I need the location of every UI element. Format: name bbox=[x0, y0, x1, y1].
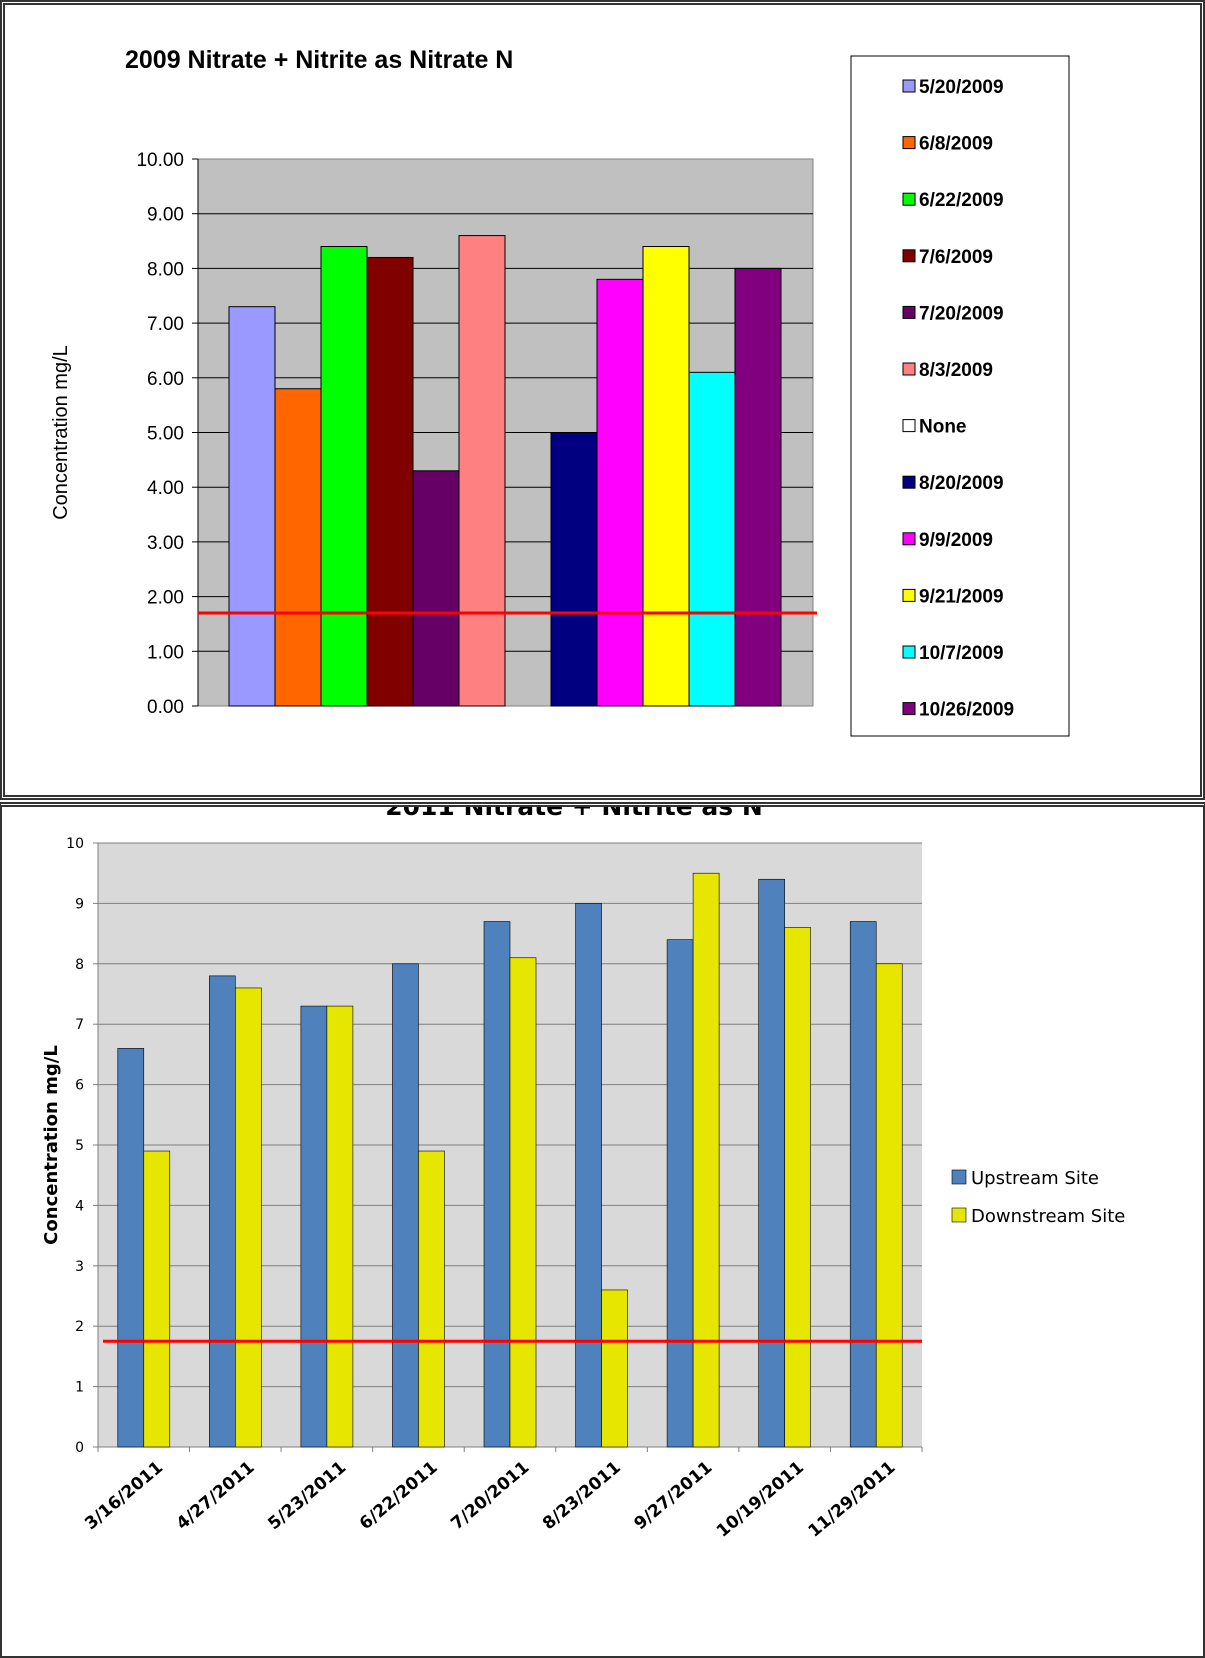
bar-downstream-site-10-19-2011 bbox=[784, 927, 811, 1448]
legend-swatch-9-9-2009 bbox=[902, 532, 916, 546]
x-tick-label: 7/20/2011 bbox=[447, 1458, 533, 1535]
bar-downstream-site-11-29-2011 bbox=[875, 963, 903, 1448]
bar-upstream-site-9-27-2011 bbox=[666, 939, 694, 1448]
legend-swatch-7-6-2009 bbox=[902, 249, 916, 263]
y-tick-label: 0.00 bbox=[147, 697, 184, 718]
y-tick-label: 10.00 bbox=[136, 150, 184, 171]
bar-7-20-2009 bbox=[412, 470, 460, 707]
x-tick-label: 4/27/2011 bbox=[173, 1458, 259, 1535]
bar-downstream-site-3-16-2011 bbox=[143, 1150, 171, 1448]
legend: 5/20/2009 6/8/2009 6/22/2009 7/6/2009 7/20/2… bbox=[850, 55, 1070, 737]
chart-title: 2011 Nitrate + Nitrite as N bbox=[385, 807, 763, 821]
x-tick-label: 6/22/2011 bbox=[356, 1458, 442, 1535]
y-tick-label: 9.00 bbox=[147, 205, 184, 226]
y-tick-label: 4 bbox=[75, 1198, 84, 1214]
y-tick-label: 8 bbox=[75, 957, 84, 973]
bar-5-20-2009 bbox=[228, 306, 276, 707]
legend-swatch-7-20-2009 bbox=[902, 305, 916, 319]
legend-swatch-5-20-2009 bbox=[902, 79, 916, 93]
y-tick-label: 2.00 bbox=[147, 588, 184, 609]
y-tick-label: 6 bbox=[75, 1078, 84, 1094]
bar-upstream-site-7-20-2011 bbox=[483, 921, 511, 1448]
bar-6-22-2009 bbox=[320, 246, 368, 707]
bar-downstream-site-7-20-2011 bbox=[509, 957, 537, 1448]
legend-swatch-upstream-site bbox=[951, 1169, 967, 1185]
legend-swatch-6-8-2009 bbox=[902, 136, 916, 150]
bar-10-7-2009 bbox=[688, 371, 736, 707]
chart-2011-panel: 2011 Nitrate + Nitrite as N 0 1 2 3 4 5 6 7 8 9 10 C… bbox=[0, 802, 1205, 1658]
y-axis-label: Concentration mg/L bbox=[50, 345, 72, 520]
legend-label-7-20-2009: 7/20/2009 bbox=[919, 303, 1004, 324]
legend-label-7-6-2009: 7/6/2009 bbox=[919, 247, 993, 268]
chart-2009-panel: 2009 Nitrate + Nitrite as Nitrate N 0.00 1… bbox=[0, 0, 1205, 800]
legend-box bbox=[850, 55, 1070, 737]
y-tick-label: 9 bbox=[75, 896, 84, 912]
y-tick-label: 5.00 bbox=[147, 424, 184, 445]
y-tick-label: 5 bbox=[75, 1138, 84, 1154]
x-tick-label: 11/29/2011 bbox=[805, 1458, 900, 1542]
y-tick-label: 0 bbox=[75, 1440, 84, 1456]
legend-swatch-8-20-2009 bbox=[902, 475, 916, 489]
y-tick-label: 7.00 bbox=[147, 314, 184, 335]
legend-label-9-21-2009: 9/21/2009 bbox=[919, 586, 1004, 607]
bar-upstream-site-6-22-2011 bbox=[392, 963, 419, 1448]
bar-upstream-site-10-19-2011 bbox=[758, 878, 785, 1448]
x-tick-label: 8/23/2011 bbox=[539, 1458, 625, 1535]
y-axis-label: Concentration mg/L bbox=[41, 1045, 62, 1245]
bar-upstream-site-5-23-2011 bbox=[300, 1005, 328, 1448]
bar-upstream-site-3-16-2011 bbox=[117, 1048, 145, 1448]
legend-swatch-6-22-2009 bbox=[902, 192, 916, 206]
bar-downstream-site-4-27-2011 bbox=[235, 987, 262, 1448]
bar-downstream-site-6-22-2011 bbox=[418, 1150, 445, 1448]
y-tick-label: 10 bbox=[66, 836, 84, 852]
y-tick-label: 3 bbox=[75, 1259, 84, 1275]
chart-title: 2009 Nitrate + Nitrite as Nitrate N bbox=[125, 46, 513, 74]
y-tick-label: 1 bbox=[75, 1380, 84, 1396]
legend-label-8-3-2009: 8/3/2009 bbox=[919, 360, 993, 381]
bar-downstream-site-8-23-2011 bbox=[601, 1289, 628, 1448]
legend-label-5-20-2009: 5/20/2009 bbox=[919, 77, 1004, 98]
bar-7-6-2009 bbox=[366, 256, 414, 707]
bar-upstream-site-4-27-2011 bbox=[209, 975, 236, 1448]
bar-8-20-2009 bbox=[550, 432, 598, 707]
x-tick-label: 9/27/2011 bbox=[631, 1458, 717, 1535]
bar-upstream-site-8-23-2011 bbox=[575, 903, 602, 1448]
bar-downstream-site-5-23-2011 bbox=[326, 1005, 354, 1448]
bar-downstream-site-9-27-2011 bbox=[692, 872, 720, 1448]
legend-label-6-8-2009: 6/8/2009 bbox=[919, 134, 993, 155]
legend-label-10-7-2009: 10/7/2009 bbox=[919, 643, 1004, 664]
y-tick-label: 2 bbox=[75, 1319, 84, 1335]
legend-swatch-downstream-site bbox=[951, 1207, 967, 1223]
legend-label-10-26-2009: 10/26/2009 bbox=[919, 700, 1014, 721]
y-tick-label: 3.00 bbox=[147, 533, 184, 554]
legend-swatch-8-3-2009 bbox=[902, 362, 916, 376]
legend-swatch-10-26-2009 bbox=[902, 702, 916, 716]
legend-label-6-22-2009: 6/22/2009 bbox=[919, 190, 1004, 211]
bar-8-3-2009 bbox=[458, 235, 506, 707]
bar-6-8-2009 bbox=[274, 388, 322, 707]
y-tick-label: 6.00 bbox=[147, 369, 184, 390]
legend-swatch-none bbox=[902, 419, 916, 433]
bar-upstream-site-11-29-2011 bbox=[849, 921, 877, 1448]
x-tick-label: 3/16/2011 bbox=[81, 1458, 167, 1535]
legend-swatch-10-7-2009 bbox=[902, 645, 916, 659]
y-tick-label: 4.00 bbox=[147, 478, 184, 499]
legend-swatch-9-21-2009 bbox=[902, 588, 916, 602]
legend-label-9-9-2009: 9/9/2009 bbox=[919, 530, 993, 551]
x-tick-label: 10/19/2011 bbox=[713, 1458, 808, 1542]
y-tick-label: 8.00 bbox=[147, 259, 184, 280]
bar-10-26-2009 bbox=[734, 267, 782, 707]
chart-2011: 2011 Nitrate + Nitrite as N 0 1 2 3 4 5 6 7 8 9 10 C… bbox=[41, 807, 1125, 1542]
bar-9-21-2009 bbox=[642, 246, 690, 707]
bar-9-9-2009 bbox=[596, 278, 644, 707]
legend-label-downstream-site: Downstream Site bbox=[971, 1206, 1125, 1227]
legend: Upstream Site Downstream Site bbox=[951, 1168, 1125, 1227]
y-tick-label: 7 bbox=[75, 1017, 84, 1033]
legend-label-upstream-site: Upstream Site bbox=[971, 1168, 1099, 1189]
x-tick-label: 5/23/2011 bbox=[264, 1458, 350, 1535]
legend-label-8-20-2009: 8/20/2009 bbox=[919, 473, 1004, 494]
chart-2009: 2009 Nitrate + Nitrite as Nitrate N 0.00 1… bbox=[50, 46, 1070, 737]
y-tick-label: 1.00 bbox=[147, 642, 184, 663]
legend-label-none: None bbox=[919, 417, 967, 438]
